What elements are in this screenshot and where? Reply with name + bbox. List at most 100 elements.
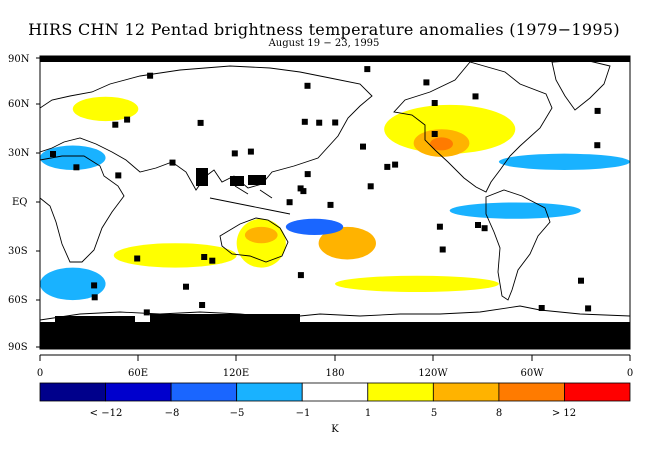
missing-data-dot bbox=[304, 82, 311, 89]
chart-title: HIRS CHN 12 Pentad brightness temperatur… bbox=[28, 20, 620, 39]
anomaly-region bbox=[335, 275, 499, 293]
colorbar-segment bbox=[498, 382, 565, 402]
anomaly-region bbox=[113, 243, 237, 268]
colorbar-segment bbox=[564, 382, 631, 402]
x-tick-label: 60E bbox=[128, 368, 148, 379]
coastline-indonesia bbox=[209, 185, 291, 215]
missing-data-dot bbox=[301, 118, 308, 125]
missing-data-dot bbox=[364, 66, 371, 73]
missing-data-dot bbox=[384, 163, 391, 170]
missing-data-dot bbox=[538, 305, 545, 311]
anomaly-region bbox=[72, 96, 139, 122]
y-tick-label: 90N bbox=[8, 54, 30, 65]
missing-data-dot bbox=[594, 107, 601, 114]
colorbar-labels: < −12 −8 −5 −1 1 5 8 > 12 bbox=[90, 408, 576, 419]
missing-data-layer bbox=[40, 56, 630, 349]
colorbar-label: −8 bbox=[165, 408, 180, 419]
missing-data-dot bbox=[578, 277, 584, 284]
missing-data-dot bbox=[431, 131, 438, 137]
x-axis-labels: 0 60E 120E 180 120W 60W 0 bbox=[37, 368, 633, 379]
missing-data-dot bbox=[297, 185, 304, 192]
anomaly-region bbox=[285, 218, 344, 236]
antarctica-missing-2 bbox=[55, 316, 135, 324]
colorbar-unit: K bbox=[331, 424, 339, 435]
y-tick-label: EQ bbox=[12, 197, 28, 208]
coastline-south-america bbox=[485, 189, 551, 301]
coastlines bbox=[40, 59, 630, 321]
coastline-eurasia bbox=[40, 65, 373, 191]
missing-data-dot bbox=[332, 119, 339, 126]
missing-data-dot bbox=[297, 272, 304, 279]
anomaly-region bbox=[40, 145, 106, 170]
colorbar-label: 1 bbox=[365, 408, 371, 419]
missing-data-dot bbox=[169, 159, 176, 166]
missing-data-dot bbox=[247, 148, 254, 155]
x-tick-label: 0 bbox=[627, 368, 633, 379]
missing-data-dot bbox=[594, 142, 601, 149]
missing-data-dot bbox=[475, 222, 481, 228]
maritime-continent-missing-2 bbox=[230, 176, 244, 186]
x-tick-label: 120W bbox=[418, 368, 448, 379]
missing-data-dot bbox=[231, 150, 238, 157]
anomaly-region bbox=[244, 226, 278, 244]
chart-subtitle: August 19 − 23, 1995 bbox=[268, 38, 380, 49]
y-tick-label: 60S bbox=[8, 295, 28, 306]
colorbar-segment bbox=[170, 382, 238, 402]
missing-data-dot bbox=[112, 121, 119, 128]
anomaly-region bbox=[430, 137, 453, 151]
anomaly-region bbox=[498, 153, 630, 170]
colorbar-segment bbox=[432, 382, 500, 402]
missing-data-dot bbox=[91, 282, 98, 289]
colorbar-label: 8 bbox=[496, 408, 502, 419]
north-pole-missing bbox=[40, 56, 630, 62]
missing-data-dot bbox=[147, 72, 154, 79]
missing-data-dot bbox=[73, 164, 80, 171]
missing-data-dot bbox=[316, 119, 323, 126]
missing-data-dot bbox=[472, 93, 479, 100]
missing-data-dots bbox=[50, 66, 601, 316]
coastline-north-america bbox=[393, 61, 553, 193]
x-axis-ticks bbox=[39, 355, 631, 361]
colorbar-label: < −12 bbox=[90, 408, 123, 419]
colorbar-label: > 12 bbox=[552, 408, 576, 419]
y-tick-label: 60N bbox=[8, 99, 30, 110]
y-axis-labels: 90N 60N 30N EQ 30S 60S 90S bbox=[8, 54, 30, 353]
coastline-antarctica bbox=[40, 305, 630, 321]
missing-data-dot bbox=[201, 254, 208, 260]
y-tick-label: 30N bbox=[8, 148, 30, 159]
missing-data-dot bbox=[197, 119, 204, 126]
missing-data-dot bbox=[360, 143, 366, 150]
maritime-continent-missing bbox=[196, 168, 208, 186]
coastline-australia bbox=[219, 217, 289, 263]
missing-data-dot bbox=[481, 225, 488, 232]
missing-data-dot bbox=[436, 223, 443, 230]
missing-data-dot bbox=[439, 246, 446, 253]
colorbar-segment bbox=[236, 382, 303, 402]
anomaly-region bbox=[40, 267, 106, 301]
missing-data-dot bbox=[585, 305, 592, 312]
x-tick-label: 180 bbox=[325, 368, 344, 379]
colorbar-label: −1 bbox=[296, 408, 311, 419]
antarctica-missing bbox=[40, 322, 630, 349]
missing-data-dot bbox=[286, 199, 293, 206]
colorbar-segment bbox=[301, 382, 369, 402]
missing-data-dot bbox=[134, 255, 141, 262]
missing-data-dot bbox=[431, 100, 438, 106]
missing-data-dot bbox=[91, 294, 98, 301]
y-axis-ticks bbox=[36, 57, 40, 348]
colorbar-segment bbox=[105, 382, 172, 402]
missing-data-dot bbox=[367, 183, 374, 190]
missing-data-dot bbox=[392, 161, 399, 168]
map-background bbox=[40, 56, 630, 349]
missing-data-dot bbox=[124, 116, 131, 123]
missing-data-dot bbox=[304, 171, 311, 178]
missing-data-dot bbox=[209, 257, 216, 264]
colorbar-label: 5 bbox=[431, 408, 437, 419]
y-tick-label: 30S bbox=[8, 246, 28, 257]
anomaly-field-layer bbox=[40, 96, 630, 301]
missing-data-dot bbox=[423, 79, 430, 86]
missing-data-dot bbox=[327, 201, 334, 208]
missing-data-dot bbox=[115, 172, 122, 179]
maritime-continent-missing-3 bbox=[248, 175, 266, 185]
